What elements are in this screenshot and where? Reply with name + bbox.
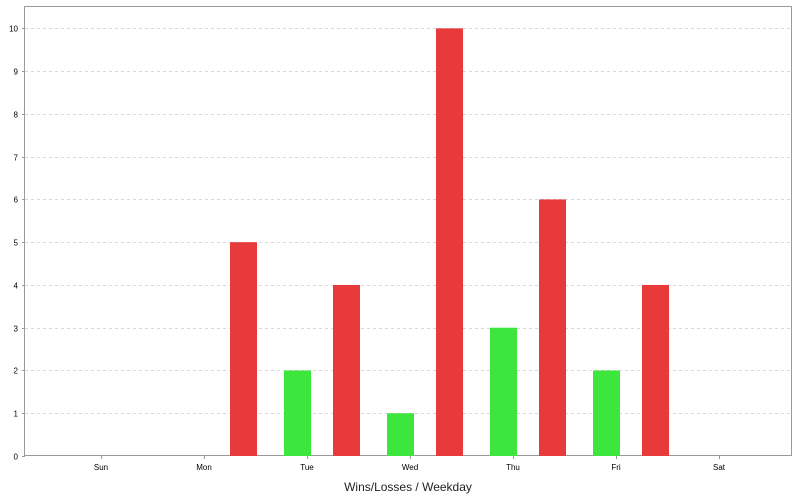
y-tick-label: 5 [14, 239, 19, 248]
bar-losses-fri [642, 284, 669, 456]
y-tick-label: 9 [14, 68, 19, 77]
bar-losses-tue [333, 284, 360, 456]
x-tick-label-thu: Thu [506, 463, 520, 472]
y-tick-label: 1 [14, 410, 19, 419]
bar-wins-tue [284, 370, 311, 456]
x-tick-label-mon: Mon [196, 463, 212, 472]
y-tick-label: 6 [14, 196, 19, 205]
y-tick-label: 0 [14, 453, 19, 462]
y-tick-label: 2 [14, 367, 19, 376]
bar-losses-mon [230, 242, 257, 456]
bar-losses-wed [436, 28, 463, 457]
y-tick-label: 3 [14, 325, 19, 334]
y-axis-ticks: 0 1 2 3 4 5 6 7 8 9 10 [9, 25, 25, 462]
x-tick-label-fri: Fri [611, 463, 621, 472]
x-axis-ticks: Sun Mon Tue Wed Thu Fri Sat [94, 456, 726, 472]
bar-wins-wed [387, 413, 414, 456]
plot-area [24, 6, 792, 456]
x-tick-label-tue: Tue [300, 463, 314, 472]
x-tick-label-sun: Sun [94, 463, 108, 472]
bar-wins-thu [490, 327, 517, 456]
bars [230, 28, 669, 457]
x-axis-title: Wins/Losses / Weekday [344, 480, 472, 494]
x-tick-label-wed: Wed [402, 463, 418, 472]
y-tick-label: 4 [14, 282, 19, 291]
x-tick-label-sat: Sat [713, 463, 726, 472]
y-tick-label: 8 [14, 111, 19, 120]
bar-losses-thu [539, 199, 566, 456]
y-tick-label: 10 [9, 25, 18, 34]
y-tick-label: 7 [14, 154, 19, 163]
bar-wins-fri [593, 370, 620, 456]
